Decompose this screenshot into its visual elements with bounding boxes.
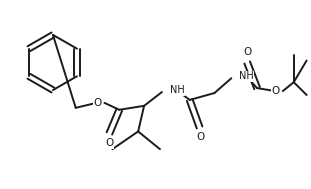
Text: O: O	[197, 132, 205, 142]
Text: O: O	[105, 138, 114, 148]
Text: O: O	[93, 98, 102, 108]
Text: NH: NH	[170, 85, 185, 95]
Text: NH: NH	[239, 71, 254, 81]
Text: O: O	[243, 47, 251, 57]
Text: O: O	[272, 86, 280, 96]
